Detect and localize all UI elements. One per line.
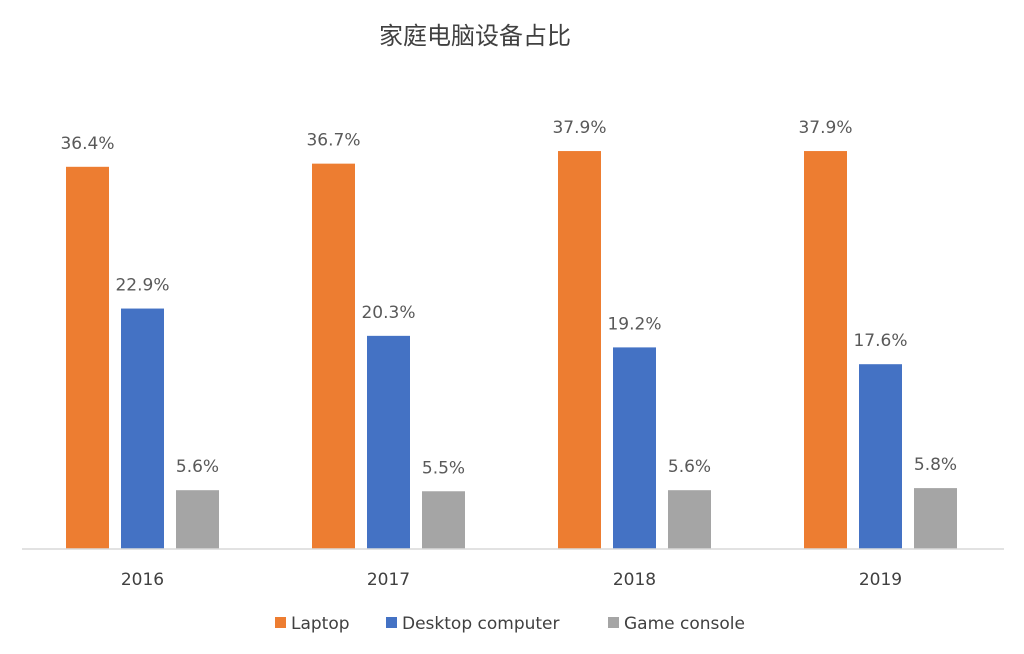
data-label: 5.5%: [422, 458, 465, 478]
legend-label: Desktop computer: [402, 614, 560, 634]
bar-laptop-2016: [66, 166, 109, 550]
data-label: 5.6%: [176, 457, 219, 477]
x-tick-label: 2016: [121, 570, 164, 590]
legend-label: Laptop: [291, 614, 350, 634]
data-label: 20.3%: [361, 303, 415, 323]
legend-label: Game console: [624, 614, 745, 634]
bar-desktop-computer-2016: [121, 308, 164, 549]
legend: Laptop Desktop computer Game console: [275, 614, 745, 634]
bar-desktop-computer-2018: [613, 347, 656, 549]
legend-swatch-desktop-computer: [386, 617, 397, 628]
bar-group: [66, 151, 957, 550]
data-label: 36.4%: [60, 134, 114, 154]
bar-game-console-2016: [176, 490, 219, 549]
bar-game-console-2018: [668, 490, 711, 549]
bar-game-console-2017: [422, 491, 465, 549]
chart-title: 家庭电脑设备占比: [379, 22, 571, 50]
data-label: 37.9%: [552, 118, 606, 138]
bar-laptop-2017: [312, 163, 355, 549]
data-label: 37.9%: [798, 118, 852, 138]
bar-laptop-2018: [558, 151, 601, 550]
data-label-group: 36.4% 22.9% 5.6% 36.7% 20.3% 5.5% 37.9% 19.2% 5.…: [60, 118, 957, 478]
legend-swatch-game-console: [608, 617, 619, 628]
x-tick-label: 2019: [859, 570, 902, 590]
data-label: 17.6%: [853, 331, 907, 351]
data-label: 19.2%: [607, 314, 661, 334]
x-tick-label: 2018: [613, 570, 656, 590]
data-label: 5.8%: [914, 455, 957, 475]
bar-laptop-2019: [804, 151, 847, 550]
data-label: 36.7%: [306, 131, 360, 151]
legend-swatch-laptop: [275, 617, 286, 628]
data-label: 22.9%: [115, 276, 169, 296]
x-tick-group: 2016 2017 2018 2019: [121, 570, 902, 590]
x-tick-label: 2017: [367, 570, 410, 590]
bar-game-console-2019: [914, 488, 957, 549]
data-label: 5.6%: [668, 457, 711, 477]
bar-desktop-computer-2017: [367, 335, 410, 549]
bar-desktop-computer-2019: [859, 364, 902, 549]
